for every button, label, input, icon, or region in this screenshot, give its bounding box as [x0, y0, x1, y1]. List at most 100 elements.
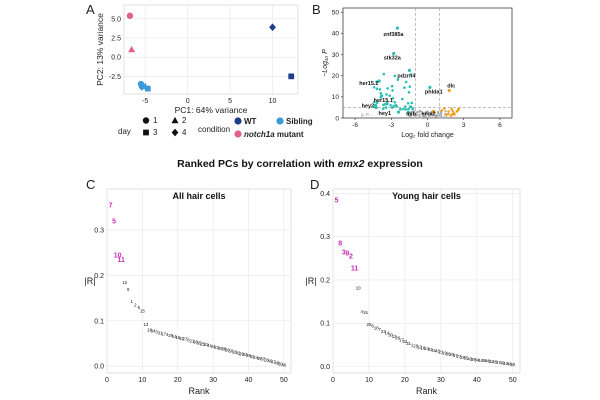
panel-d-pc-label: 44 [478, 358, 483, 363]
panel-c-pc-label: 2 [134, 303, 137, 308]
panel-b-ns-point [408, 116, 411, 119]
panel-a-x-tick-label: 5 [228, 98, 232, 105]
panel-d-title: Young hair cells [392, 191, 461, 201]
panel-b-ns-point [440, 114, 443, 117]
panel-d-pc-label: 38 [482, 358, 487, 363]
panel-d-x-tick-label: 0 [331, 377, 335, 384]
panel-b-fc-point [449, 114, 453, 117]
panel-c-pc-label: 28 [264, 358, 269, 363]
panel-c-pc-label: 16 [175, 335, 180, 340]
panel-d-pc-label: 35 [464, 356, 469, 361]
legend-day-1-shape [142, 117, 150, 124]
panel-b-labeled-point [380, 94, 384, 98]
panel-d-pc-label: 13 [392, 334, 397, 339]
panel-b-plot-area [342, 7, 513, 119]
panel-c-pc-label: 44 [211, 344, 216, 349]
panel-d-highlight-pc-label: 9 [345, 251, 349, 258]
panel-c-pc-label: 8 [187, 338, 190, 343]
panel-c-pc-label: 14 [172, 334, 177, 339]
panel-d-highlight-pc-label: 8 [338, 241, 342, 248]
legend-day-4-label: 4 [182, 128, 187, 137]
panel-c-y-tick-label: 0.1 [94, 318, 104, 325]
panel-b-sig-point [379, 91, 383, 95]
panel-b-labeled-point [377, 79, 381, 83]
panel-b-ns-point [443, 116, 446, 119]
panel-b-sig-point [401, 97, 404, 101]
panel-c-x-tick-label: 50 [280, 377, 288, 384]
panel-b-sig-point [391, 89, 394, 92]
panel-b-sig-point [406, 101, 410, 105]
panel-c-pc-label: 39 [239, 351, 244, 356]
panel-d-pc-label: 34 [474, 357, 479, 362]
panel-c-pc-label: 12 [122, 280, 127, 285]
panel-b-ns-point [428, 114, 431, 118]
panel-b-ns-point [413, 116, 416, 119]
panel-c-pc-label: 25 [200, 341, 205, 346]
panel-a-point-6 [138, 83, 146, 91]
panel-b-sig-point [389, 104, 392, 107]
panel-d-pc-label: 46 [485, 359, 490, 364]
panel-c-pc-label: 48 [274, 360, 279, 365]
panel-b-sig-point [404, 80, 408, 84]
panel-b-ns-point [430, 111, 433, 114]
panel-a-point-2 [128, 45, 136, 53]
panel-b-ns-point [444, 110, 447, 113]
panel-d-pc-label: 40 [467, 357, 472, 362]
panel-d-pc-label: 42 [503, 361, 508, 366]
panel-b-sig-point [382, 72, 386, 76]
panel-d-pc-label: 29 [413, 344, 418, 349]
panel-d-pc-label: 12 [417, 344, 422, 349]
panel-a-y-tick-label: 5.0 [111, 16, 121, 23]
panel-d-pc-label: 23 [381, 329, 386, 334]
panel-c-pc-label: 3 [155, 329, 158, 334]
panel-b-fc-point [447, 112, 450, 116]
panel-b-ns-point [436, 110, 439, 114]
panel-b-ns-point [445, 116, 448, 119]
panel-b-labeled-point [395, 26, 399, 30]
panel-c-x-tick-label: 30 [209, 377, 217, 384]
panel-b-y-tick-label: 30 [332, 52, 340, 59]
panel-b-volcano-plot: -6 -3 0 3 6 0 10 20 30 40 50 znf385a stk32a pdzrn4 her… [322, 7, 513, 139]
panel-d-pc-label: 21 [438, 350, 443, 355]
panel-b-fc-point [442, 107, 446, 110]
panel-a-point-7 [269, 23, 276, 32]
panel-c-pc-label: 6 [138, 305, 141, 310]
panel-c-pc-label: 42 [235, 350, 240, 355]
panel-b-ns-point [425, 116, 428, 119]
panel-d-pc-label: 20 [449, 352, 454, 357]
panel-c-pc-label: 45 [218, 346, 223, 351]
panel-b-sig-point [391, 97, 395, 100]
legend-day-3-shape [143, 129, 149, 136]
panel-b-gene-label: hey1 [379, 111, 392, 117]
panel-c-pc-label: 13 [143, 322, 148, 327]
panel-b-labeled-point [373, 103, 378, 107]
panel-d-pc-label: 31 [406, 341, 411, 346]
panel-b-ns-point [417, 110, 420, 114]
legend-day-title: day [118, 127, 131, 136]
panel-c-highlight-pc-label: 11 [117, 257, 125, 264]
panel-d-pc-label: 25 [367, 322, 372, 327]
panel-b-gene-label: znf385a [383, 32, 404, 38]
panel-c-pc-label: 20 [225, 348, 230, 353]
panel-b-ns-point [435, 114, 438, 117]
panel-d-pc-label: 4 [361, 309, 364, 314]
panel-c-pc-label: 33 [243, 352, 248, 357]
panel-d-pc-label: 48 [507, 361, 512, 366]
panel-b-x-axis-label: Log₂ fold change [401, 132, 454, 139]
legend-condition-mutant-label: notch1a mutant [244, 130, 304, 139]
panel-b-ns-point [426, 110, 429, 113]
panel-letter-a: A [86, 2, 95, 17]
panel-b-sig-point [393, 74, 397, 78]
panel-b-ns-point [439, 112, 443, 115]
panel-a-pca-plot: -5 0 5 10 -2.5 0.0 2.5 5.0 PC1: 64% variance PC2:… [95, 4, 313, 139]
panel-b-sig-point [407, 107, 410, 111]
panel-c-x-tick-label: 20 [174, 377, 182, 384]
panel-d-pc-label: 1 [411, 343, 414, 348]
panel-d-rank-plot: 0 10 20 30 40 50 0.0 0.1 0.2 0.3 0.4 Young hair cel… [305, 188, 521, 396]
panel-d-pc-label: 36 [446, 351, 451, 356]
panel-c-y-tick-label: 0.2 [94, 273, 104, 280]
panel-a-y-tick-label: -2.5 [109, 74, 121, 81]
panel-a-point-1 [126, 12, 134, 19]
